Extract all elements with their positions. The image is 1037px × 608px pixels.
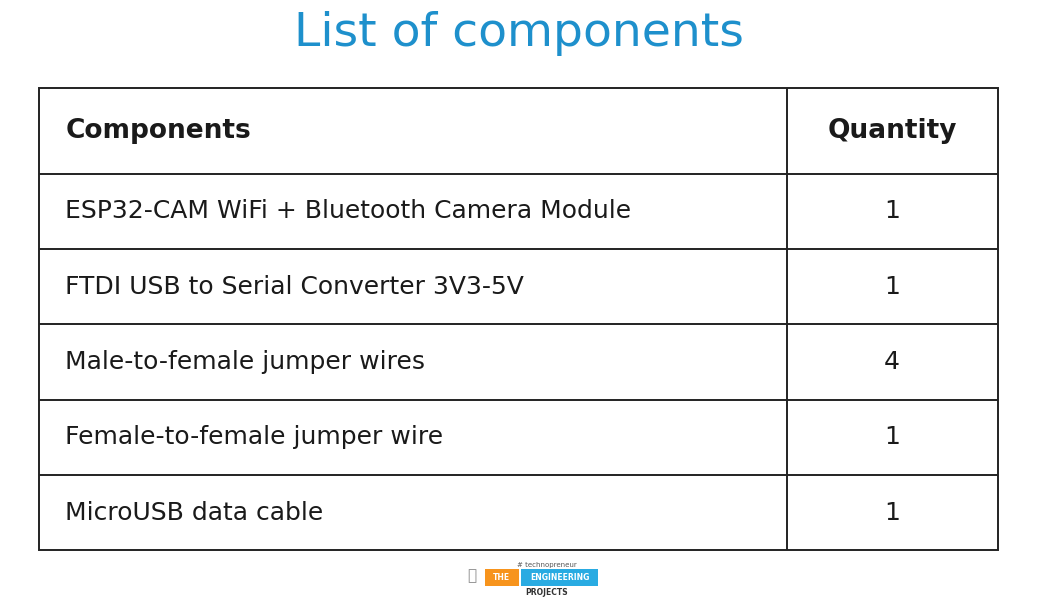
Text: 1: 1 (885, 275, 900, 299)
Text: ESP32-CAM WiFi + Bluetooth Camera Module: ESP32-CAM WiFi + Bluetooth Camera Module (65, 199, 632, 223)
FancyBboxPatch shape (521, 569, 598, 586)
Text: 🤖: 🤖 (468, 568, 476, 583)
Text: 1: 1 (885, 425, 900, 449)
Text: Components: Components (65, 118, 251, 144)
Text: 1: 1 (885, 500, 900, 525)
Text: ENGINEERING: ENGINEERING (530, 573, 589, 582)
Text: List of components: List of components (293, 11, 744, 56)
Text: Female-to-female jumper wire: Female-to-female jumper wire (65, 425, 444, 449)
Text: THE: THE (494, 573, 510, 582)
Text: 1: 1 (885, 199, 900, 223)
Text: # technopreneur: # technopreneur (516, 562, 577, 568)
Text: PROJECTS: PROJECTS (525, 588, 568, 596)
Text: MicroUSB data cable: MicroUSB data cable (65, 500, 324, 525)
Text: FTDI USB to Serial Converter 3V3-5V: FTDI USB to Serial Converter 3V3-5V (65, 275, 525, 299)
Text: Quantity: Quantity (828, 118, 957, 144)
Text: Male-to-female jumper wires: Male-to-female jumper wires (65, 350, 425, 374)
Text: 4: 4 (885, 350, 900, 374)
FancyBboxPatch shape (485, 569, 518, 586)
